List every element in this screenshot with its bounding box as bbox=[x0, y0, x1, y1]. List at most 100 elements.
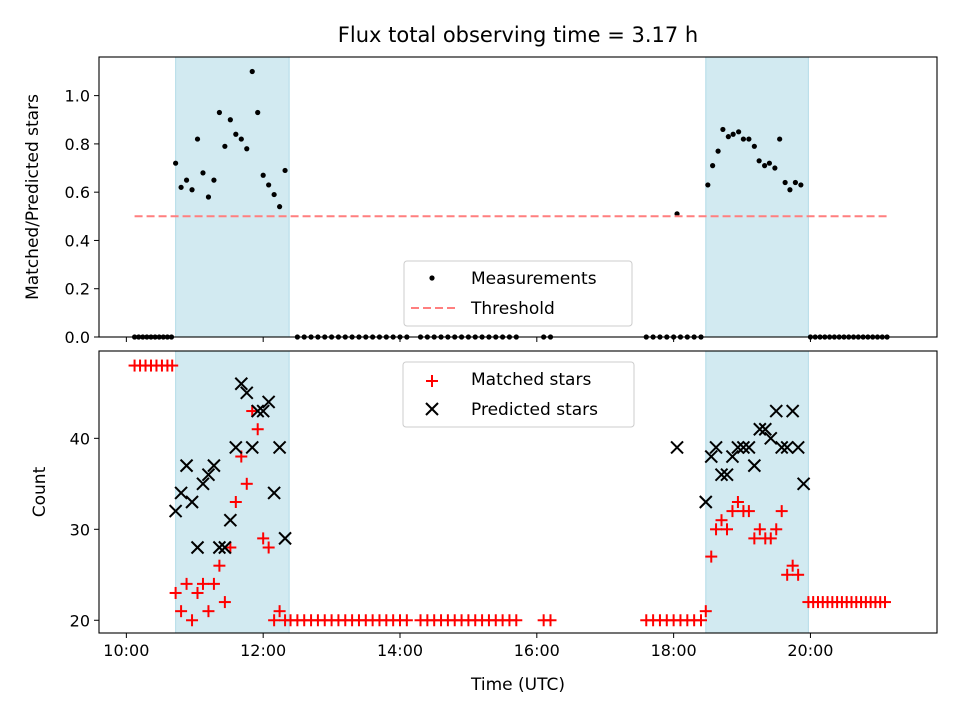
matched-stars-point bbox=[268, 614, 281, 627]
measurements-point bbox=[227, 117, 233, 123]
count-plot-marks bbox=[128, 359, 892, 627]
measurements-point bbox=[200, 170, 206, 176]
measurements-point bbox=[720, 126, 726, 133]
measurements-point bbox=[266, 182, 272, 188]
chart-title: Flux total observing time = 3.17 h bbox=[338, 23, 698, 47]
y-tick-label: 0.6 bbox=[65, 183, 90, 202]
measurements-point bbox=[178, 184, 184, 190]
measurements-point bbox=[244, 146, 250, 152]
matched-stars-point bbox=[166, 359, 179, 372]
matched-stars-point bbox=[191, 586, 204, 599]
measurements-point bbox=[216, 109, 222, 116]
measurements-point bbox=[238, 136, 244, 142]
measurements-point bbox=[271, 191, 277, 198]
legend-label-matched-stars: Matched stars bbox=[471, 370, 591, 390]
predicted-stars-point bbox=[742, 440, 756, 455]
predicted-stars-point bbox=[240, 386, 254, 400]
measurements-point bbox=[762, 163, 768, 169]
matched-stars-point bbox=[742, 505, 755, 518]
observing-window-shading-top bbox=[175, 56, 809, 338]
ratio-legend-box bbox=[403, 260, 633, 327]
measurements-point bbox=[736, 129, 742, 135]
x-axis-label: Time (UTC) bbox=[470, 675, 565, 695]
legend-marker-matched-stars bbox=[426, 375, 438, 387]
matched-stars-point bbox=[240, 477, 253, 490]
y-tick-label: 0.8 bbox=[65, 135, 90, 154]
count-axis-ticks: 10:00 12:00 14:00 16:00 18:00 20:00 20 30 40 bbox=[70, 429, 834, 660]
y-tick-label: 20 bbox=[70, 611, 90, 630]
measurements-point bbox=[260, 172, 266, 178]
predicted-stars-point bbox=[769, 404, 783, 418]
predicted-stars-point bbox=[229, 440, 243, 455]
matched-stars-point bbox=[544, 614, 557, 627]
observing-window-2 bbox=[705, 56, 809, 338]
measurements-point bbox=[255, 109, 261, 116]
matched-stars-point bbox=[775, 505, 788, 518]
predicted-stars-point bbox=[747, 458, 762, 473]
ratio-y-axis-label: Matched/Predicted stars bbox=[23, 94, 43, 300]
matched-stars-point bbox=[213, 559, 226, 572]
observing-window-2 bbox=[705, 350, 809, 634]
matched-stars-point bbox=[196, 577, 209, 590]
matched-stars-point bbox=[262, 541, 275, 554]
matched-stars-point bbox=[218, 596, 231, 609]
matched-stars-point bbox=[726, 505, 739, 518]
ratio-legend: Measurements Threshold bbox=[403, 260, 633, 327]
matched-stars-point bbox=[699, 605, 712, 618]
matched-stars-point bbox=[694, 614, 707, 627]
measurements-point bbox=[189, 187, 195, 193]
matched-stars-point bbox=[786, 559, 799, 572]
legend-label-predicted-stars: Predicted stars bbox=[471, 400, 598, 420]
measurements-point bbox=[233, 131, 239, 137]
measurements-point bbox=[222, 143, 228, 149]
measurements-point bbox=[710, 163, 716, 169]
predicted-stars-point bbox=[699, 495, 713, 509]
observing-window-1 bbox=[175, 56, 290, 338]
matched-stars-point bbox=[169, 586, 182, 599]
measurements-point bbox=[249, 68, 255, 75]
observing-window-shading-bottom bbox=[175, 350, 809, 634]
x-tick-label: 12:00 bbox=[240, 641, 286, 660]
matched-stars-point bbox=[400, 614, 413, 627]
predicted-stars-point bbox=[278, 531, 292, 546]
matched-stars-point bbox=[715, 514, 728, 527]
matched-stars-point bbox=[186, 614, 199, 627]
predicted-stars-point bbox=[775, 440, 789, 455]
measurements-point bbox=[173, 160, 179, 166]
matched-stars-point bbox=[273, 605, 286, 618]
predicted-stars-point bbox=[196, 477, 210, 491]
y-tick-label: 30 bbox=[70, 520, 90, 539]
predicted-stars-point bbox=[190, 540, 205, 555]
measurements-point bbox=[777, 136, 783, 142]
legend-label-threshold: Threshold bbox=[470, 299, 555, 319]
predicted-stars-point bbox=[245, 440, 259, 455]
matched-stars-point bbox=[753, 523, 766, 536]
measurements-point bbox=[725, 134, 731, 140]
measurements-point bbox=[183, 177, 190, 183]
measurements-point bbox=[792, 179, 798, 186]
predicted-stars-point bbox=[764, 431, 778, 446]
predicted-stars-point bbox=[261, 395, 276, 409]
predicted-stars-point bbox=[714, 468, 729, 482]
predicted-stars-point bbox=[223, 513, 238, 527]
predicted-stars-point bbox=[234, 377, 248, 391]
predicted-stars-point bbox=[731, 440, 745, 455]
matched-stars-point bbox=[792, 568, 805, 581]
ratio-panel: 0.0 0.2 0.4 0.6 0.8 1.0 Matched/Predicted sta… bbox=[23, 56, 938, 347]
y-tick-label: 1.0 bbox=[65, 87, 90, 106]
predicted-stars-point bbox=[201, 468, 216, 482]
matched-stars-point bbox=[879, 596, 892, 609]
ratio-panel-frame bbox=[98, 56, 938, 338]
matched-stars-point bbox=[764, 532, 777, 545]
x-tick-label: 10:00 bbox=[103, 641, 149, 660]
x-tick-label: 16:00 bbox=[514, 641, 560, 660]
predicted-stars-point bbox=[256, 404, 270, 418]
predicted-stars-point bbox=[267, 486, 281, 500]
predicted-stars-point bbox=[179, 458, 194, 473]
count-panel-frame bbox=[98, 350, 938, 634]
measurements-point bbox=[715, 148, 721, 154]
matched-stars-point bbox=[720, 523, 733, 536]
count-y-axis-label: Count bbox=[30, 466, 50, 517]
measurements-point bbox=[194, 136, 201, 142]
